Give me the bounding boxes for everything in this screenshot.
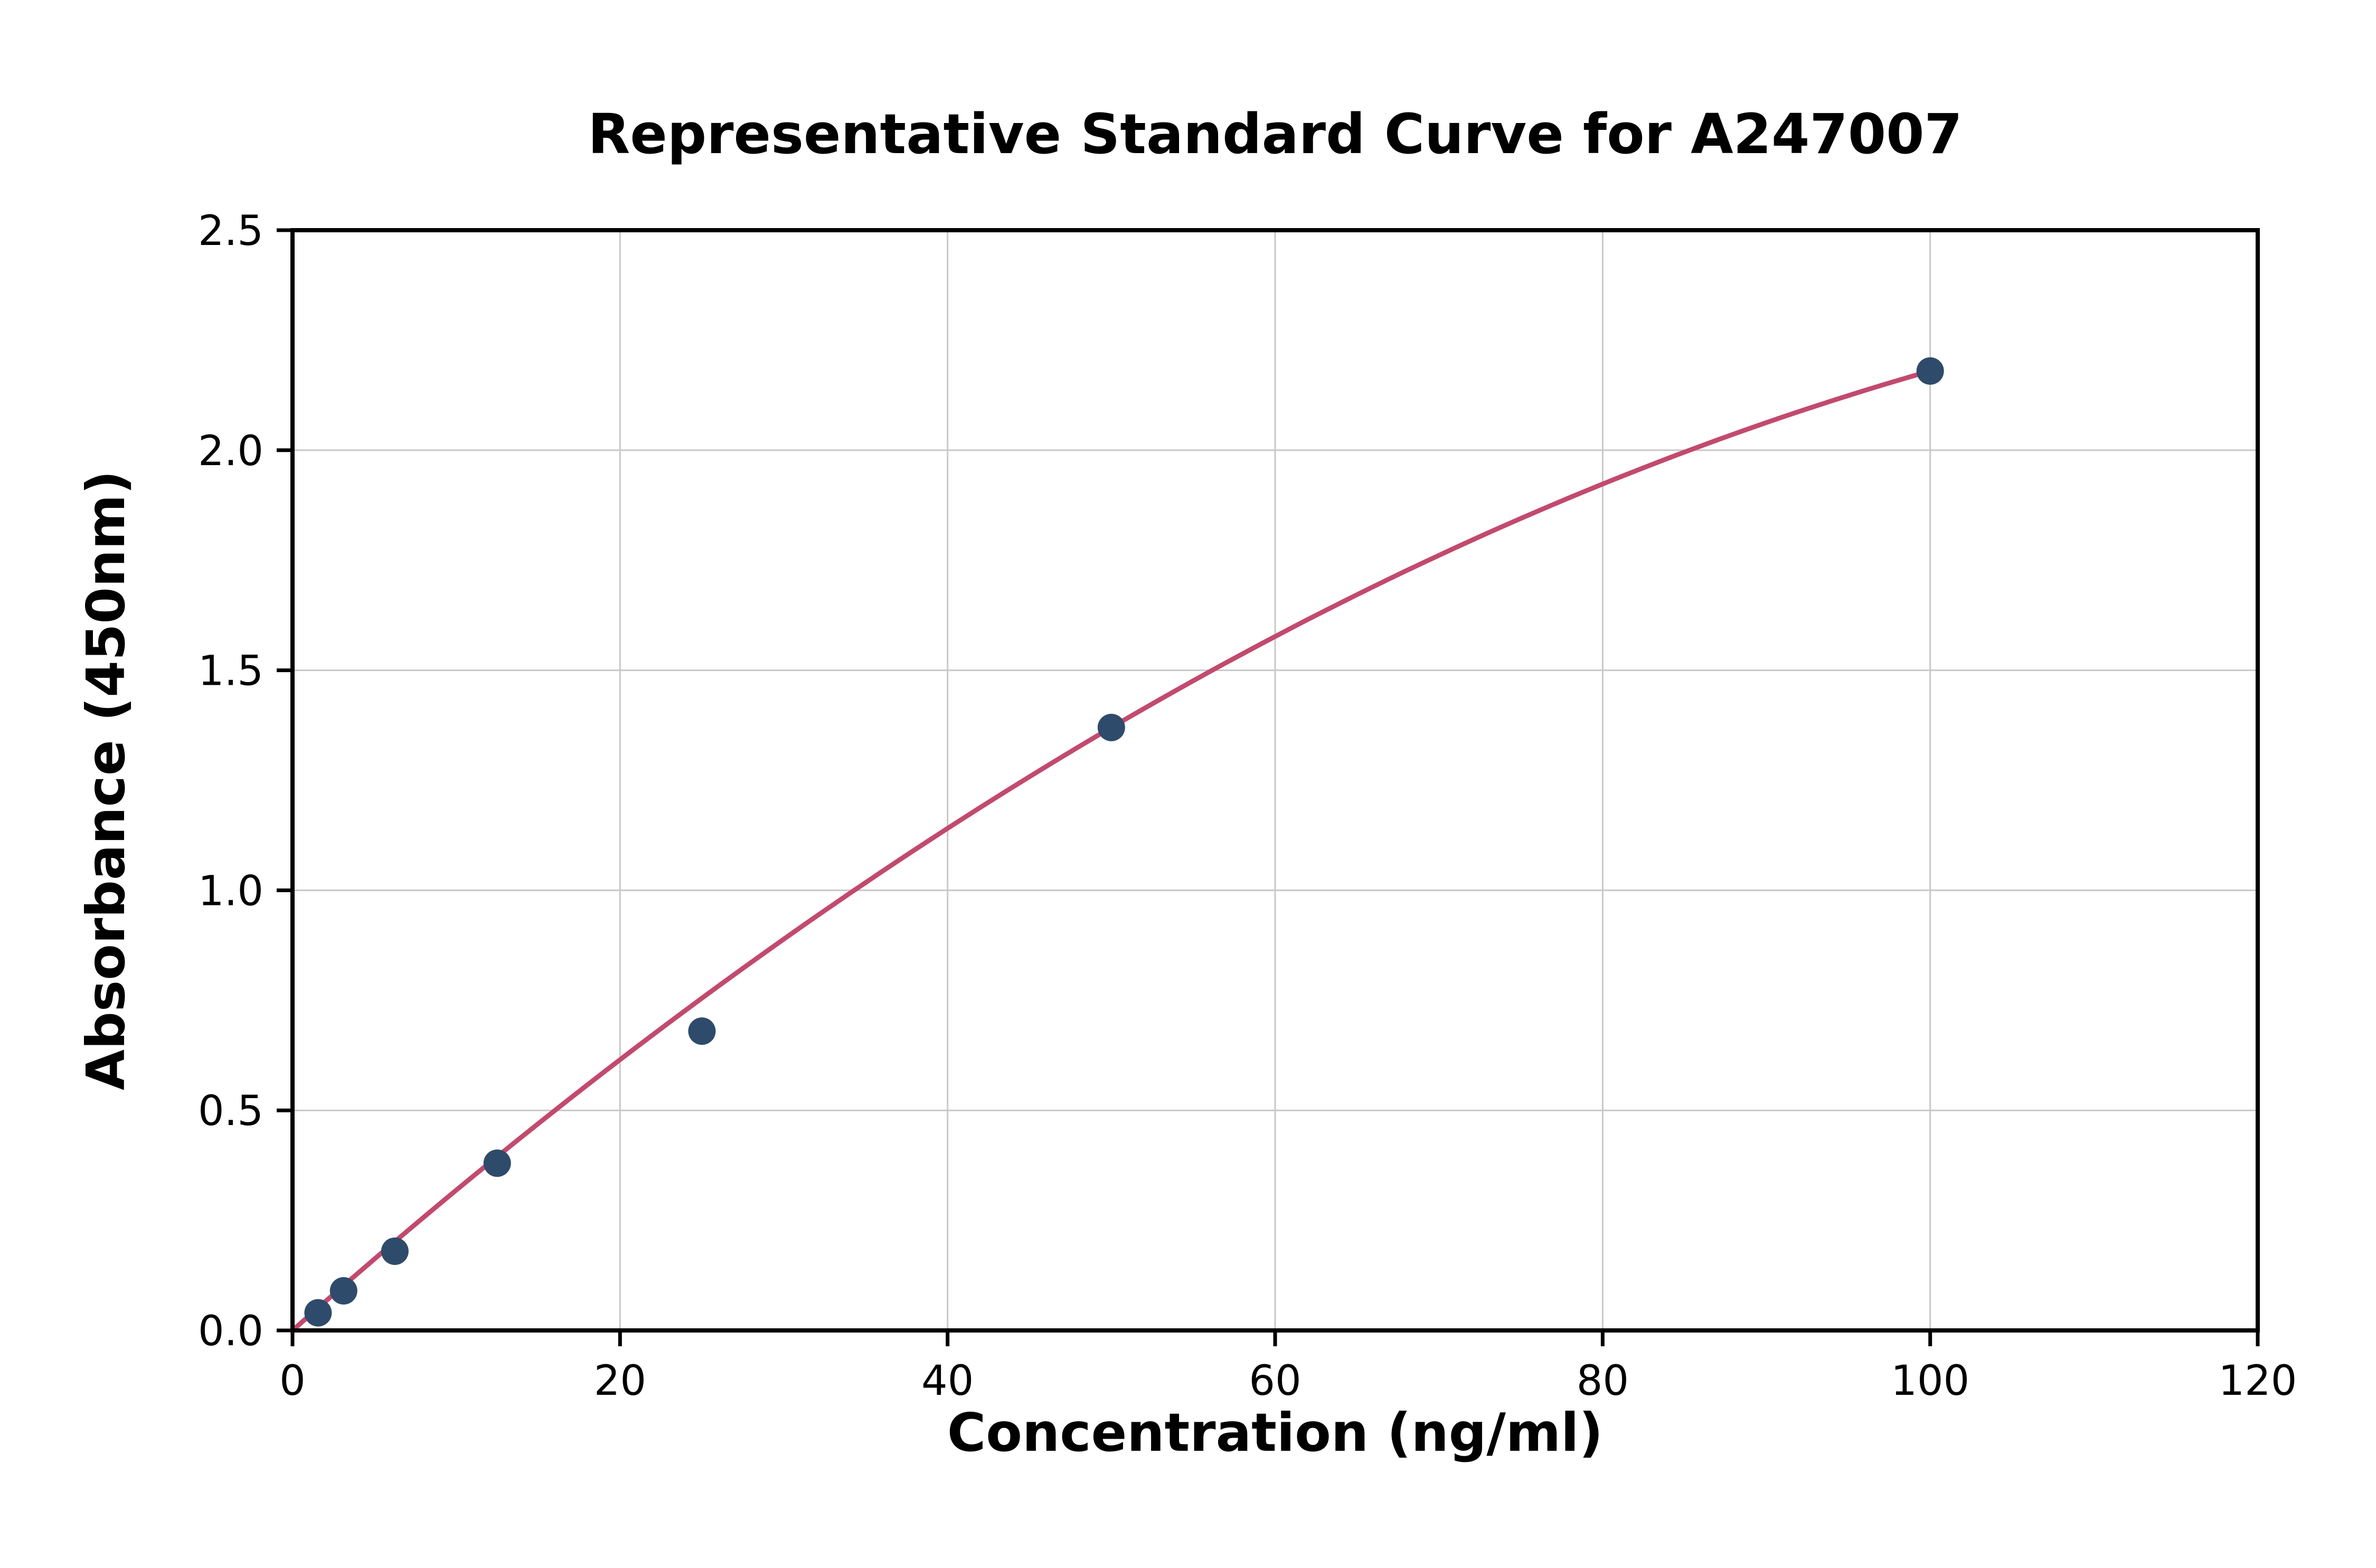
y-axis-ticks: 0.0 0.5 1.0 1.5 2.0 2.5 [198,207,293,1355]
x-tick-label: 120 [2219,1357,2297,1405]
x-axis-ticks: 0 20 40 60 80 100 120 [279,1330,2297,1405]
data-points [304,357,1944,1327]
x-tick-label: 80 [1577,1357,1629,1405]
y-tick-label: 1.0 [198,867,263,915]
x-tick-label: 100 [1891,1357,1969,1405]
x-tick-label: 20 [594,1357,646,1405]
x-tick-label: 0 [279,1357,306,1405]
data-point [688,1017,716,1045]
data-point [304,1299,332,1327]
y-tick-label: 2.5 [198,207,263,255]
x-tick-label: 60 [1249,1357,1301,1405]
y-tick-label: 0.5 [198,1088,263,1135]
y-tick-label: 2.0 [198,428,263,475]
data-point [1916,357,1944,385]
plot-border [290,228,2260,1333]
data-point [1097,713,1125,741]
x-axis-label: Concentration (ng/ml) [947,1402,1603,1463]
data-point [381,1237,409,1265]
data-point [483,1149,511,1177]
x-tick-label: 40 [921,1357,974,1405]
y-axis-label: Absorbance (450nm) [75,470,137,1090]
chart-title: Representative Standard Curve for A24700… [588,102,1963,166]
y-tick-label: 0.0 [198,1308,263,1355]
data-point [329,1277,357,1305]
y-tick-label: 1.5 [198,648,263,695]
